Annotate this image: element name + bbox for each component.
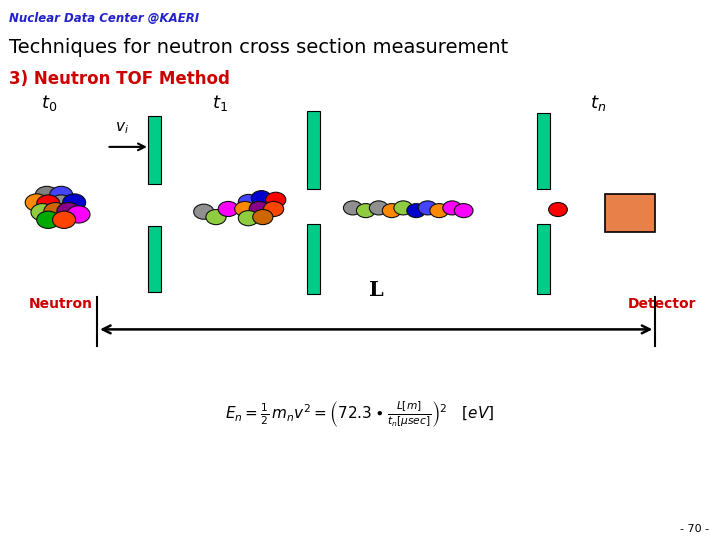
Circle shape [194, 204, 214, 219]
Circle shape [251, 191, 271, 206]
Text: $E_n = \frac{1}{2}\,m_n v^2 = \left(72.3 \bullet \frac{L[m]}{t_n[\mu sec]}\right: $E_n = \frac{1}{2}\,m_n v^2 = \left(72.3… [225, 400, 495, 429]
Circle shape [264, 201, 284, 217]
Text: $t_0$: $t_0$ [41, 93, 57, 113]
Circle shape [37, 195, 60, 212]
Bar [307, 224, 320, 294]
Text: $t_1$: $t_1$ [212, 93, 228, 113]
Circle shape [44, 202, 67, 220]
Circle shape [266, 192, 286, 207]
Circle shape [50, 195, 73, 212]
Circle shape [238, 211, 258, 226]
Circle shape [50, 186, 73, 204]
Bar [307, 111, 320, 189]
Circle shape [343, 201, 362, 215]
Text: 3) Neutron TOF Method: 3) Neutron TOF Method [9, 70, 230, 88]
Circle shape [382, 204, 401, 218]
Text: Detector: Detector [628, 297, 697, 311]
Circle shape [430, 204, 449, 218]
Circle shape [35, 186, 58, 204]
Text: $t_n$: $t_n$ [590, 93, 606, 113]
Text: $v_i$: $v_i$ [115, 120, 129, 136]
Text: Neutron: Neutron [30, 297, 93, 311]
Circle shape [249, 201, 269, 217]
Circle shape [206, 210, 226, 225]
Circle shape [549, 202, 567, 217]
Circle shape [238, 194, 258, 210]
Circle shape [25, 194, 48, 211]
Text: Nuclear Data Center @KAERI: Nuclear Data Center @KAERI [9, 12, 199, 25]
Circle shape [253, 210, 273, 225]
Text: L: L [369, 280, 384, 300]
Circle shape [57, 202, 80, 220]
Circle shape [394, 201, 413, 215]
Bar [537, 224, 550, 294]
Bar [148, 116, 161, 184]
Circle shape [37, 211, 60, 228]
Bar [148, 226, 161, 292]
Circle shape [67, 206, 90, 223]
Circle shape [418, 201, 437, 215]
Circle shape [31, 204, 54, 221]
Circle shape [454, 204, 473, 218]
Circle shape [443, 201, 462, 215]
Text: Techniques for neutron cross section measurement: Techniques for neutron cross section mea… [9, 38, 508, 57]
Text: - 70 -: - 70 - [680, 523, 709, 534]
Circle shape [218, 201, 238, 217]
Bar [537, 113, 550, 189]
Circle shape [235, 201, 255, 217]
Circle shape [53, 211, 76, 228]
Circle shape [407, 204, 426, 218]
Circle shape [63, 194, 86, 211]
Bar [605, 194, 655, 232]
Circle shape [369, 201, 388, 215]
Circle shape [356, 204, 375, 218]
